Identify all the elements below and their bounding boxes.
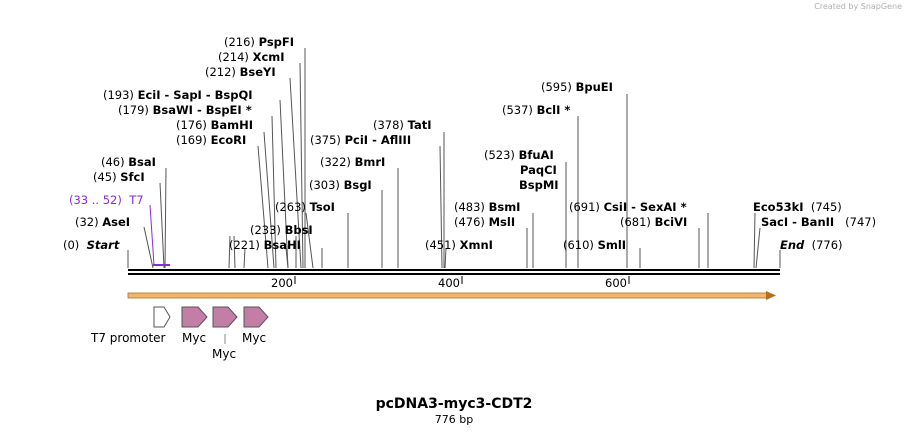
- ruler-200: 200: [271, 276, 293, 290]
- site-bpuei[interactable]: (595) BpuEI: [541, 80, 613, 94]
- site-tati[interactable]: (378) TatI: [373, 118, 432, 132]
- end-label: End (776): [780, 238, 843, 252]
- site-sfci[interactable]: (45) SfcI: [93, 170, 145, 184]
- site-csii[interactable]: (691) CsiI - SexAI *: [569, 200, 687, 214]
- site-bmri[interactable]: (322) BmrI: [320, 155, 386, 169]
- ruler-600: 600: [605, 276, 627, 290]
- site-bsgi[interactable]: (303) BsgI: [309, 178, 372, 192]
- site-bcli[interactable]: (537) BclI *: [502, 103, 571, 117]
- cut-site-lines: [127, 48, 781, 269]
- snapgene-credit: Created by SnapGene: [814, 2, 902, 11]
- site-bseyi[interactable]: (212) BseYI: [205, 65, 276, 79]
- ruler-400: 400: [438, 276, 460, 290]
- t7-primer-leader: [149, 204, 155, 266]
- t7-primer-label[interactable]: (33 .. 52) T7: [69, 193, 144, 207]
- map-title: pcDNA3-myc3-CDT2: [375, 396, 533, 412]
- site-ecii[interactable]: (193) EciI - SapI - BspQI: [103, 88, 253, 102]
- site-tsoi[interactable]: (263) TsoI: [275, 200, 335, 214]
- site-saci[interactable]: SacI - BanII (747): [761, 215, 877, 229]
- site-bsahi[interactable]: (221) BsaHI: [229, 238, 301, 252]
- feature-label-myc-2: Myc: [212, 347, 237, 361]
- site-bsawi[interactable]: (179) BsaWI - BspEI *: [118, 103, 252, 117]
- site-bcivi[interactable]: (681) BciVI: [620, 215, 688, 229]
- start-label: (0) Start: [63, 238, 120, 252]
- site-smli[interactable]: (610) SmlI: [563, 238, 627, 252]
- map-length: 776 bp: [434, 413, 474, 426]
- site-bamhi[interactable]: (176) BamHI: [176, 118, 254, 132]
- feature-label-myc-3: Myc: [242, 331, 267, 345]
- site-bspmi[interactable]: BspMI: [519, 178, 559, 192]
- site-pspfi[interactable]: (216) PspFI: [224, 35, 295, 49]
- feature-label-t7-promoter: T7 promoter: [91, 331, 166, 345]
- site-ecori[interactable]: (169) EcoRI: [176, 133, 247, 147]
- site-xmni[interactable]: (451) XmnI: [425, 238, 493, 252]
- orf-bar[interactable]: [127, 292, 769, 299]
- site-paqci[interactable]: PaqCI: [520, 163, 557, 177]
- site-msli[interactable]: (476) MslI: [454, 215, 516, 229]
- myc-feature-1[interactable]: [181, 306, 208, 328]
- site-bbsi[interactable]: (233) BbsI: [250, 223, 313, 237]
- site-eco53ki[interactable]: Eco53kI (745): [753, 200, 842, 214]
- site-bsmi[interactable]: (483) BsmI: [454, 200, 521, 214]
- feature-label-myc-1: Myc: [182, 331, 207, 345]
- site-bfuai[interactable]: (523) BfuAI: [484, 148, 554, 162]
- orf-arrow-head: [766, 291, 776, 300]
- site-asei[interactable]: (32) AseI: [75, 215, 131, 229]
- myc-feature-2[interactable]: [212, 306, 238, 328]
- site-bsai[interactable]: (46) BsaI: [101, 155, 156, 169]
- site-pcii[interactable]: (375) PciI - AflIII: [310, 133, 412, 147]
- myc-feature-3[interactable]: [243, 306, 269, 328]
- t7-promoter-feature[interactable]: [153, 306, 171, 328]
- site-xcmi[interactable]: (214) XcmI: [218, 50, 285, 64]
